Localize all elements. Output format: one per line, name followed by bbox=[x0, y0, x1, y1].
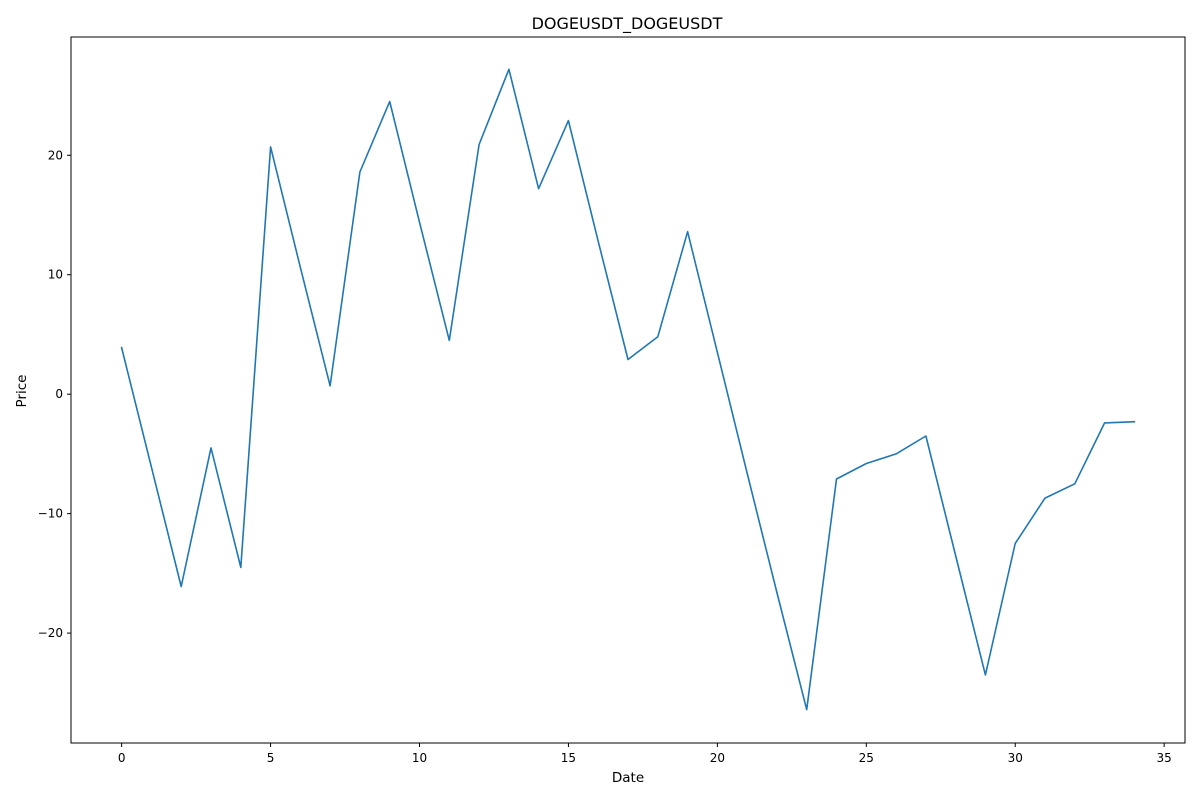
data-point bbox=[1074, 483, 1076, 485]
data-point bbox=[865, 462, 867, 464]
data-point bbox=[686, 231, 688, 233]
data-point bbox=[895, 453, 897, 455]
data-point bbox=[478, 143, 480, 145]
y-tick-label: 20 bbox=[48, 148, 63, 162]
data-point bbox=[537, 188, 539, 190]
data-point bbox=[508, 68, 510, 70]
data-point bbox=[359, 171, 361, 173]
data-point bbox=[835, 478, 837, 480]
data-point bbox=[1044, 497, 1046, 499]
y-axis-ticks: −20 −10 0 10 20 bbox=[38, 148, 71, 640]
data-point bbox=[716, 351, 718, 353]
data-point bbox=[1133, 420, 1135, 422]
data-point bbox=[180, 585, 182, 587]
data-point bbox=[925, 435, 927, 437]
series-layer bbox=[120, 68, 1136, 711]
data-point bbox=[299, 266, 301, 268]
data-point bbox=[389, 100, 391, 102]
data-point bbox=[240, 566, 242, 568]
x-tick-label: 15 bbox=[561, 751, 576, 765]
data-point bbox=[1014, 542, 1016, 544]
plot-frame bbox=[70, 36, 1186, 744]
data-point bbox=[806, 708, 808, 710]
data-point bbox=[984, 674, 986, 676]
x-tick-label: 20 bbox=[710, 751, 725, 765]
y-tick-label: 0 bbox=[55, 387, 63, 401]
data-point bbox=[418, 221, 420, 223]
y-tick-label: 10 bbox=[48, 268, 63, 282]
data-point bbox=[597, 240, 599, 242]
data-point bbox=[776, 591, 778, 593]
data-point bbox=[567, 119, 569, 121]
data-point bbox=[746, 472, 748, 474]
y-axis-label: Price bbox=[14, 375, 30, 408]
x-tick-label: 10 bbox=[412, 751, 427, 765]
data-point bbox=[627, 358, 629, 360]
data-point bbox=[1103, 422, 1105, 424]
x-axis-ticks: 0 5 10 15 20 25 30 35 bbox=[118, 743, 1172, 765]
data-point bbox=[210, 447, 212, 449]
y-tick-label: −10 bbox=[38, 507, 63, 521]
data-point bbox=[954, 554, 956, 556]
chart-title: DOGEUSDT_DOGEUSDT bbox=[532, 14, 723, 34]
data-point bbox=[269, 146, 271, 148]
x-tick-label: 5 bbox=[267, 751, 275, 765]
data-point bbox=[120, 346, 122, 348]
x-tick-label: 25 bbox=[859, 751, 874, 765]
x-tick-label: 30 bbox=[1008, 751, 1023, 765]
data-point bbox=[150, 466, 152, 468]
data-point bbox=[657, 336, 659, 338]
x-axis-label: Date bbox=[612, 770, 644, 786]
data-point bbox=[448, 339, 450, 341]
x-tick-label: 35 bbox=[1157, 751, 1172, 765]
x-tick-label: 0 bbox=[118, 751, 126, 765]
price-series-line bbox=[120, 68, 1136, 711]
y-tick-label: −20 bbox=[38, 626, 63, 640]
data-point bbox=[329, 385, 331, 387]
